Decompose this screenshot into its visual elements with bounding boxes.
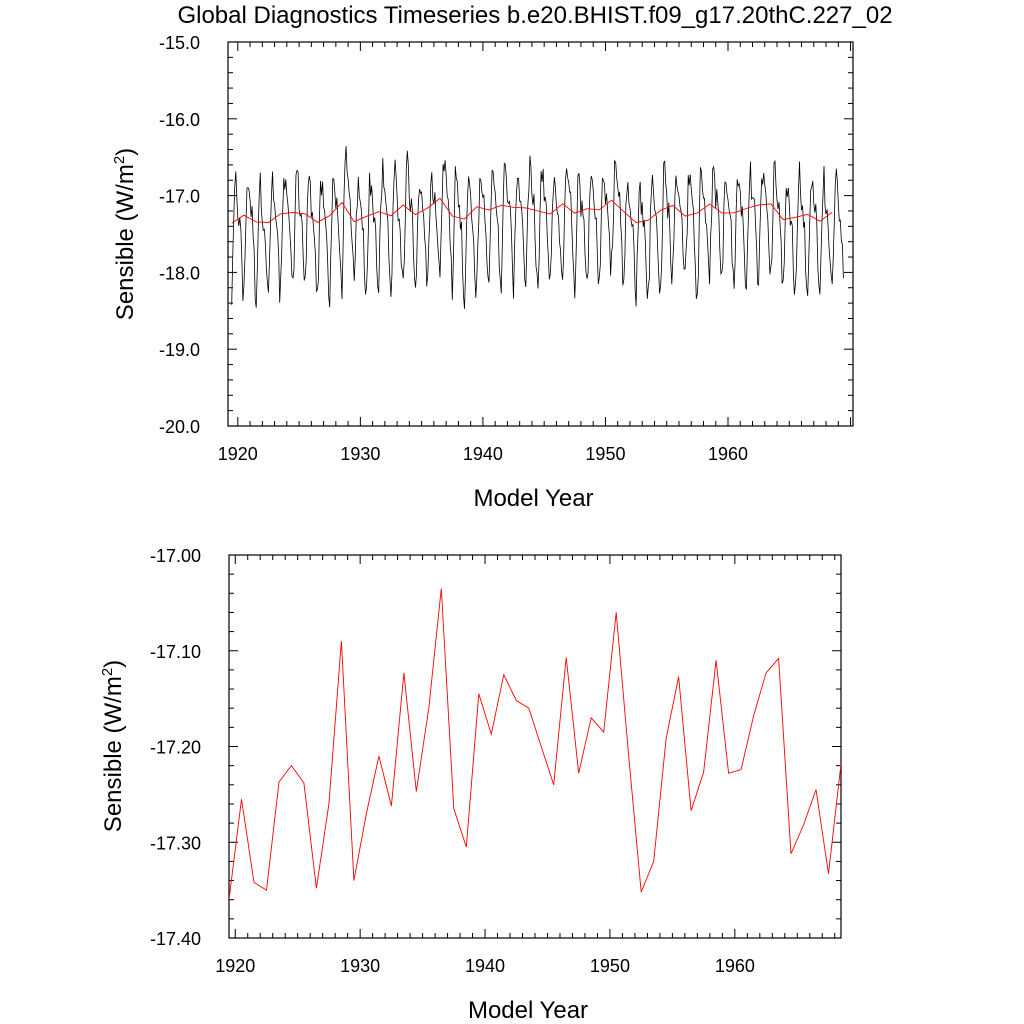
chart-panel-2: 1920 1930 1940 1950 1960 -17.40 -17.30 -17.20 -1… (99, 546, 842, 1024)
annual-mean-line (231, 197, 833, 224)
y-tick-label: -18.0 (159, 263, 200, 283)
x-tick-label: 1920 (215, 956, 255, 976)
chart-title: Global Diagnostics Timeseries b.e20.BHIS… (177, 2, 893, 29)
x-tick-label: 1950 (585, 444, 625, 464)
chart-panel-1: 1920 1930 1940 1950 1960 -20.0 -19.0 -18.0 -17.0… (111, 33, 854, 512)
y-tick-label: -17.40 (150, 929, 201, 949)
x-axis-label: Model Year (468, 997, 588, 1024)
x-tick-label: 1930 (340, 956, 380, 976)
x-tick-label: 1930 (340, 444, 380, 464)
x-tick-label: 1950 (590, 956, 630, 976)
y-tick-label: -17.00 (150, 546, 201, 566)
x-axis-label: Model Year (473, 485, 593, 512)
plot-frame (228, 554, 842, 939)
y-tick-label: -16.0 (159, 110, 200, 130)
annual-mean-line (229, 588, 841, 900)
x-tick-label: 1960 (708, 444, 748, 464)
y-tick-label: -15.0 (159, 33, 200, 53)
y-axis-label: Sensible (W/m2) (99, 660, 127, 832)
monthly-series-line (231, 146, 844, 309)
y-tick-label: -17.20 (150, 738, 201, 758)
x-tick-label: 1940 (463, 444, 503, 464)
y-tick-label: -17.0 (159, 187, 200, 207)
y-tick-label: -17.30 (150, 833, 201, 853)
plot-frame (227, 41, 854, 427)
y-axis-label: Sensible (W/m2) (111, 148, 139, 320)
y-tick-label: -20.0 (159, 417, 200, 437)
x-tick-label: 1940 (465, 956, 505, 976)
y-tick-label: -17.10 (150, 642, 201, 662)
x-tick-label: 1920 (218, 444, 258, 464)
y-tick-label: -19.0 (159, 340, 200, 360)
x-tick-label: 1960 (715, 956, 755, 976)
